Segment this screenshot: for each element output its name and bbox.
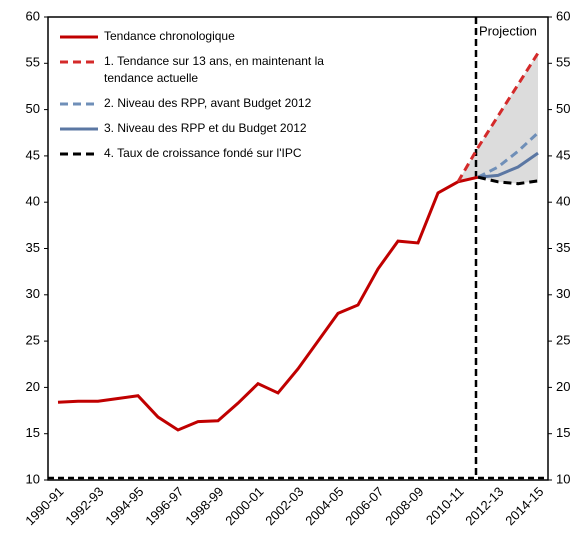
y-tick-label: 25 <box>26 333 40 348</box>
y-tick-label: 40 <box>26 194 40 209</box>
x-tick-label: 2012-13 <box>462 484 506 528</box>
x-tick-label: 1992-93 <box>62 484 106 528</box>
y-tick-label: 45 <box>26 147 40 162</box>
y2-tick-label: 40 <box>556 194 570 209</box>
y-tick-label: 15 <box>26 425 40 440</box>
annotation: Projection <box>479 23 537 38</box>
projection-band <box>458 53 538 184</box>
y-tick-label: 20 <box>26 379 40 394</box>
y-tick-label: 60 <box>26 8 40 23</box>
legend-label: 3. Niveau des RPP et du Budget 2012 <box>104 121 307 135</box>
x-tick-label: 1998-99 <box>182 484 226 528</box>
y-tick-label: 35 <box>26 240 40 255</box>
series-line <box>477 175 539 186</box>
legend-swatch <box>60 152 98 156</box>
legend-swatch <box>60 35 98 39</box>
legend-item: 4. Taux de croissance fondé sur l'IPC <box>58 145 358 162</box>
legend-swatch <box>60 127 98 131</box>
x-tick-label: 2010-11 <box>423 484 467 528</box>
legend-swatch <box>60 60 98 64</box>
x-tick-label: 1994-95 <box>102 484 146 528</box>
legend: Tendance chronologique 1. Tendance sur 13… <box>58 28 358 170</box>
legend-item: Tendance chronologique <box>58 28 358 45</box>
y-tick-label: 30 <box>26 286 40 301</box>
x-tick-label: 2004-05 <box>302 484 346 528</box>
legend-label: Tendance chronologique <box>104 29 235 43</box>
y2-tick-label: 55 <box>556 55 570 70</box>
x-tick-label: 1996-97 <box>142 484 186 528</box>
y2-tick-label: 35 <box>556 240 570 255</box>
x-tick-label: 2002-03 <box>262 484 306 528</box>
legend-item: 1. Tendance sur 13 ans, en maintenant la… <box>58 53 358 87</box>
x-tick-label: 2014-15 <box>502 484 546 528</box>
series-line <box>477 151 539 179</box>
series-line <box>57 175 479 432</box>
y2-tick-label: 10 <box>556 471 570 486</box>
legend-label: 1. Tendance sur 13 ans, en maintenant la… <box>104 54 324 85</box>
legend-label: 2. Niveau des RPP, avant Budget 2012 <box>104 96 312 110</box>
y2-tick-label: 60 <box>556 8 570 23</box>
y2-tick-label: 45 <box>556 147 570 162</box>
legend-swatch <box>60 102 98 106</box>
x-tick-label: 2006-07 <box>342 484 386 528</box>
y2-tick-label: 25 <box>556 333 570 348</box>
legend-label: 4. Taux de croissance fondé sur l'IPC <box>104 146 302 160</box>
y2-tick-label: 50 <box>556 101 570 116</box>
x-tick-label: 1990-91 <box>22 484 66 528</box>
y2-tick-label: 30 <box>556 286 570 301</box>
legend-item: 2. Niveau des RPP, avant Budget 2012 <box>58 95 358 112</box>
y-tick-label: 10 <box>26 471 40 486</box>
y-tick-label: 55 <box>26 55 40 70</box>
series-line <box>456 52 540 183</box>
y2-tick-label: 15 <box>556 425 570 440</box>
y2-tick-label: 20 <box>556 379 570 394</box>
y-tick-label: 50 <box>26 101 40 116</box>
x-tick-label: 2008-09 <box>382 484 426 528</box>
x-tick-label: 2000-01 <box>222 484 266 528</box>
legend-item: 3. Niveau des RPP et du Budget 2012 <box>58 120 358 137</box>
